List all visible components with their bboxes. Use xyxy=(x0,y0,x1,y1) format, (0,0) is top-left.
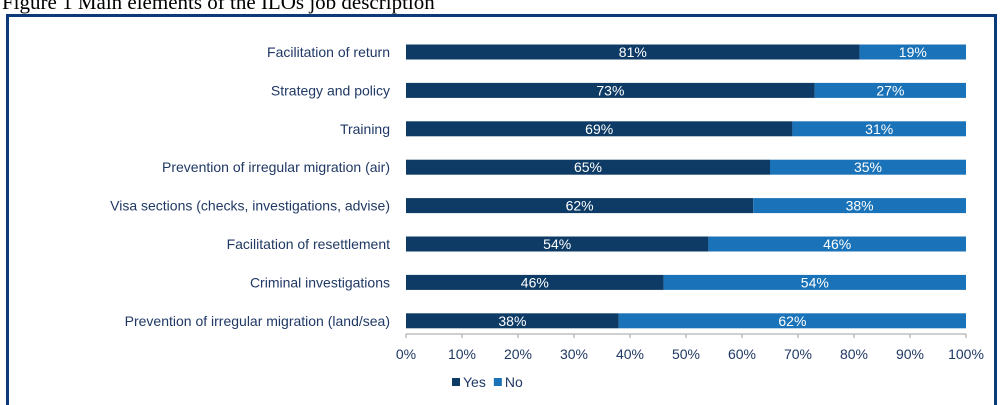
bar-yes xyxy=(406,313,619,329)
category-label: Facilitation of resettlement xyxy=(227,236,391,252)
bar-no xyxy=(708,236,966,252)
category-label: Facilitation of return xyxy=(267,44,390,60)
x-tick-label: 60% xyxy=(728,346,756,362)
x-tick-label: 80% xyxy=(840,346,868,362)
bar-no xyxy=(770,159,966,175)
bar-yes xyxy=(406,44,860,60)
data-label-no: 31% xyxy=(865,121,893,137)
data-label-no: 46% xyxy=(823,236,851,252)
data-label-no: 35% xyxy=(854,159,882,175)
bar-no xyxy=(753,198,966,214)
data-label-yes: 69% xyxy=(585,121,613,137)
category-label: Strategy and policy xyxy=(271,82,390,98)
category-label: Training xyxy=(340,121,390,137)
chart-frame xyxy=(6,14,997,405)
bar-yes xyxy=(406,198,754,214)
bar-yes xyxy=(406,82,815,98)
data-label-no: 38% xyxy=(846,198,874,214)
category-label: Criminal investigations xyxy=(250,274,390,290)
x-tick-label: 70% xyxy=(784,346,812,362)
bar-yes xyxy=(406,274,664,290)
x-tick-label: 30% xyxy=(560,346,588,362)
x-tick-label: 40% xyxy=(616,346,644,362)
legend-label-no: No xyxy=(505,374,523,390)
data-label-no: 19% xyxy=(899,44,927,60)
legend-swatch-no xyxy=(493,378,502,386)
data-label-yes: 73% xyxy=(596,82,624,98)
data-label-no: 62% xyxy=(778,313,806,329)
bar-yes xyxy=(406,236,709,252)
data-label-yes: 54% xyxy=(543,236,571,252)
bar-no xyxy=(814,82,966,98)
bar-no xyxy=(859,44,966,60)
x-tick-label: 0% xyxy=(396,346,416,362)
data-label-yes: 65% xyxy=(574,159,602,175)
bar-no xyxy=(792,121,966,137)
data-label-no: 27% xyxy=(876,82,904,98)
x-tick-label: 50% xyxy=(672,346,700,362)
bar-yes xyxy=(406,159,770,175)
x-tick-label: 100% xyxy=(948,346,984,362)
data-label-yes: 62% xyxy=(566,198,594,214)
data-label-no: 54% xyxy=(801,274,829,290)
bar-yes xyxy=(406,121,793,137)
x-tick-label: 10% xyxy=(448,346,476,362)
bar-no xyxy=(663,274,966,290)
category-label: Visa sections (checks, investigations, a… xyxy=(110,198,390,214)
figure-caption: Figure 1 Main elements of the ILOs job d… xyxy=(2,0,435,14)
x-tick-label: 90% xyxy=(896,346,924,362)
category-label: Prevention of irregular migration (land/… xyxy=(125,313,390,329)
x-tick-label: 20% xyxy=(504,346,532,362)
category-label: Prevention of irregular migration (air) xyxy=(162,159,390,175)
bar-no xyxy=(618,313,966,329)
data-label-yes: 81% xyxy=(619,44,647,60)
data-label-yes: 38% xyxy=(498,313,526,329)
legend-swatch-yes xyxy=(452,378,460,386)
legend-label-yes: Yes xyxy=(463,374,486,390)
data-label-yes: 46% xyxy=(521,274,549,290)
